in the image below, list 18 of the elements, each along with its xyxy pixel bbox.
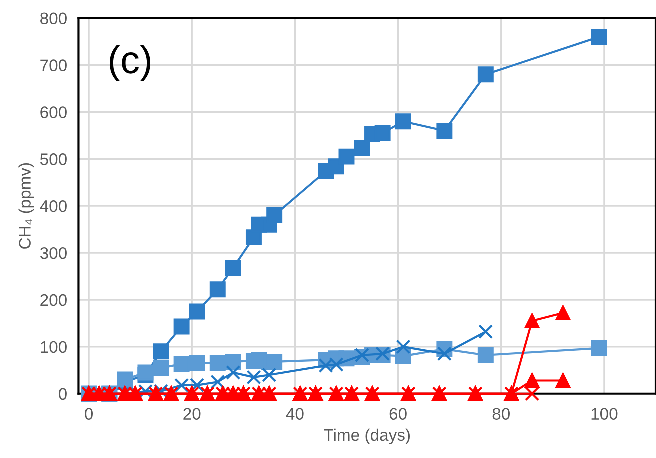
y-tick-label: 200: [40, 294, 67, 306]
y-tick-label: 600: [40, 106, 67, 118]
y-tick-label: 100: [41, 341, 67, 354]
x-tick-label: 20: [184, 408, 201, 420]
y-tick-label: 300: [40, 247, 67, 260]
x-tick-label: 40: [286, 408, 304, 420]
x-tick-label: 60: [390, 408, 407, 420]
x-tick-label: 80: [492, 408, 510, 420]
y-axis-title: CH₄ (ppmv): [18, 163, 34, 249]
y-tick-label: 0: [58, 388, 67, 400]
y-tick-label: 500: [40, 154, 67, 166]
y-tick-label: 800: [40, 12, 67, 25]
y-tick-label: 400: [40, 200, 67, 212]
annotation: (c): [110, 45, 151, 82]
x-tick-label: 100: [592, 408, 618, 420]
y-tick-label: 700: [40, 60, 67, 72]
x-axis-title: Time (days): [324, 428, 410, 444]
x-tick-label: 0: [85, 408, 94, 420]
